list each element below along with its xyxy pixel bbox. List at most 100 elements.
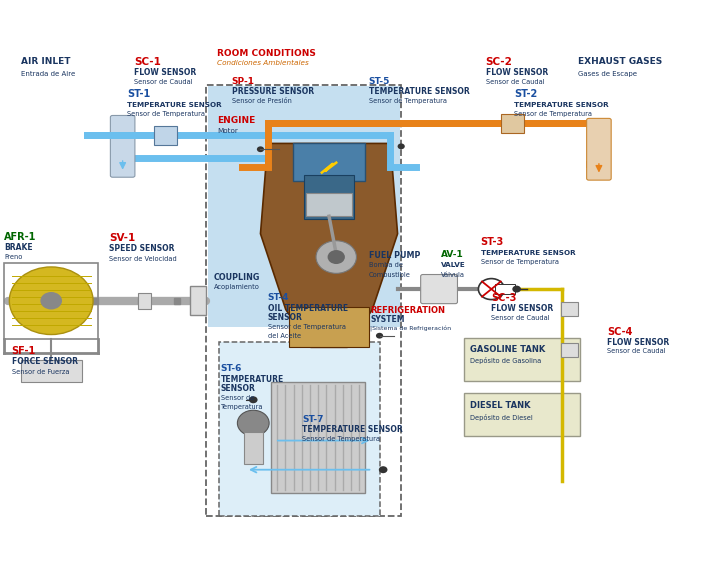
FancyBboxPatch shape	[560, 302, 578, 316]
Bar	[21, 360, 82, 383]
Circle shape	[237, 411, 269, 436]
FancyBboxPatch shape	[138, 293, 151, 309]
Bar	[206, 85, 401, 516]
Text: Sensor de Fuerza: Sensor de Fuerza	[12, 369, 69, 375]
Text: Sensor de Temperatura: Sensor de Temperatura	[302, 436, 380, 442]
Text: VALVE: VALVE	[441, 262, 466, 267]
Circle shape	[398, 144, 405, 150]
Text: Sensor de Caudal: Sensor de Caudal	[492, 315, 550, 321]
Text: SC-1: SC-1	[134, 57, 161, 67]
Circle shape	[9, 267, 93, 335]
Text: Sensor de Caudal: Sensor de Caudal	[607, 349, 665, 354]
Text: ST-3: ST-3	[481, 238, 504, 248]
Text: Sensor de Temperatura: Sensor de Temperatura	[127, 112, 205, 117]
Bar	[208, 86, 400, 327]
Circle shape	[40, 292, 62, 310]
Text: DIESEL TANK: DIESEL TANK	[471, 401, 531, 410]
Text: SC-4: SC-4	[607, 326, 632, 336]
Text: GASOLINE TANK: GASOLINE TANK	[471, 345, 546, 353]
Text: COUPLING: COUPLING	[213, 273, 260, 282]
Text: Sensor de: Sensor de	[221, 395, 254, 401]
Text: EXHAUST GASES: EXHAUST GASES	[578, 57, 662, 67]
Text: Bomba de: Bomba de	[369, 262, 403, 268]
Text: |Sistema de Refrigeración: |Sistema de Refrigeración	[370, 326, 451, 332]
Circle shape	[376, 333, 383, 339]
Bar	[304, 175, 354, 219]
Text: Depósito de Diesel: Depósito de Diesel	[471, 413, 534, 420]
Text: ST-1: ST-1	[127, 89, 150, 99]
Text: ST-7: ST-7	[302, 415, 324, 423]
Polygon shape	[260, 144, 398, 347]
Text: FLOW SENSOR: FLOW SENSOR	[486, 68, 548, 78]
Text: FLOW SENSOR: FLOW SENSOR	[492, 304, 554, 313]
Text: Sensor de Presión: Sensor de Presión	[231, 98, 291, 104]
Text: SENSOR: SENSOR	[221, 384, 256, 393]
Circle shape	[479, 279, 505, 300]
Text: Válvula: Válvula	[441, 272, 465, 277]
Text: SC-2: SC-2	[486, 57, 513, 67]
FancyBboxPatch shape	[464, 338, 580, 381]
Text: TEMPERATURE SENSOR: TEMPERATURE SENSOR	[302, 425, 403, 434]
Bar	[289, 307, 369, 347]
Text: del Aceite: del Aceite	[268, 333, 301, 339]
Text: SPEED SENSOR: SPEED SENSOR	[109, 244, 174, 253]
Text: SV-1: SV-1	[109, 234, 135, 244]
Text: Sensor de Temperatura: Sensor de Temperatura	[268, 324, 346, 330]
Bar	[189, 286, 206, 315]
Text: FLOW SENSOR: FLOW SENSOR	[134, 68, 197, 78]
FancyBboxPatch shape	[464, 394, 580, 436]
Text: BRAKE: BRAKE	[4, 242, 33, 252]
Circle shape	[257, 147, 264, 152]
Text: SP-1: SP-1	[231, 77, 254, 86]
Text: FUEL PUMP: FUEL PUMP	[369, 251, 420, 260]
Text: Combustible: Combustible	[369, 272, 411, 277]
Text: Sensor de Caudal: Sensor de Caudal	[486, 79, 544, 85]
Text: ST-5: ST-5	[369, 77, 390, 86]
Text: AV-1: AV-1	[441, 249, 463, 259]
Circle shape	[249, 397, 257, 404]
Circle shape	[513, 286, 521, 293]
Bar	[244, 432, 262, 464]
Text: Sensor de Caudal: Sensor de Caudal	[134, 79, 193, 85]
Text: Condiciones Ambientales: Condiciones Ambientales	[217, 60, 309, 66]
Text: FLOW SENSOR: FLOW SENSOR	[607, 338, 669, 347]
Text: Freno: Freno	[4, 254, 22, 260]
Text: Sensor de Velocidad: Sensor de Velocidad	[109, 256, 176, 262]
Text: TEMPERATURE SENSOR: TEMPERATURE SENSOR	[127, 102, 222, 108]
Text: FORCE SENSOR: FORCE SENSOR	[12, 357, 77, 366]
Text: TEMPERATURE SENSOR: TEMPERATURE SENSOR	[369, 87, 469, 96]
Text: TEMPERATURE SENSOR: TEMPERATURE SENSOR	[481, 250, 576, 256]
Text: ENGINE: ENGINE	[217, 116, 255, 124]
Text: Entrada de Aire: Entrada de Aire	[21, 71, 75, 77]
Text: SC-3: SC-3	[492, 293, 517, 303]
Text: Depósito de Gasolina: Depósito de Gasolina	[471, 357, 542, 364]
Circle shape	[379, 466, 388, 473]
Text: Sensor de Temperatura: Sensor de Temperatura	[369, 98, 447, 104]
Text: TEMPERATURE: TEMPERATURE	[221, 375, 284, 384]
Text: Temperatura: Temperatura	[221, 404, 263, 411]
Text: PRESSURE SENSOR: PRESSURE SENSOR	[231, 87, 314, 96]
Bar	[306, 193, 352, 216]
Text: AIR INLET: AIR INLET	[21, 57, 70, 67]
Bar	[218, 342, 380, 516]
Text: SENSOR: SENSOR	[268, 313, 302, 322]
Text: OIL TEMPERATURE: OIL TEMPERATURE	[268, 304, 348, 313]
Text: ST-4: ST-4	[268, 293, 289, 303]
Bar	[293, 144, 365, 181]
Text: AFR-1: AFR-1	[4, 232, 37, 242]
Bar	[495, 284, 515, 294]
Text: Gases de Escape: Gases de Escape	[578, 71, 637, 77]
FancyBboxPatch shape	[586, 119, 611, 180]
Text: ST-6: ST-6	[221, 364, 242, 373]
FancyBboxPatch shape	[421, 274, 458, 304]
Text: TEMPERATURE SENSOR: TEMPERATURE SENSOR	[515, 102, 609, 108]
Text: Sensor de Temperatura: Sensor de Temperatura	[481, 259, 559, 265]
FancyBboxPatch shape	[560, 343, 578, 357]
Text: ROOM CONDITIONS: ROOM CONDITIONS	[217, 48, 316, 58]
Text: Sensor de Temperatura: Sensor de Temperatura	[515, 112, 592, 117]
Text: ST-2: ST-2	[515, 89, 538, 99]
Text: SYSTEM: SYSTEM	[370, 315, 405, 325]
Text: Acoplamiento: Acoplamiento	[213, 284, 260, 290]
FancyBboxPatch shape	[155, 126, 177, 145]
FancyBboxPatch shape	[111, 116, 135, 177]
